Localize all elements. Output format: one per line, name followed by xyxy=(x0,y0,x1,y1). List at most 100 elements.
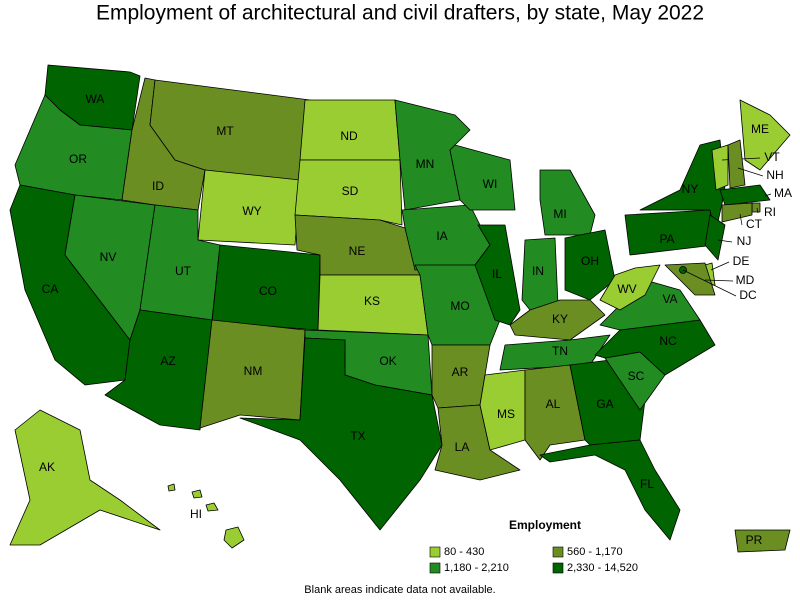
state-label: NM xyxy=(244,364,263,378)
state-label: OR xyxy=(69,152,87,166)
leader-line xyxy=(704,279,734,282)
state-label: KS xyxy=(364,294,380,308)
state-shape xyxy=(721,202,753,223)
state-shape xyxy=(599,264,661,311)
state-shape xyxy=(739,99,791,171)
legend-label: 2,330 - 14,520 xyxy=(567,562,638,574)
state-label: ND xyxy=(340,129,358,143)
state-label: CA xyxy=(42,282,59,296)
state-shape xyxy=(727,139,746,189)
state-label: SC xyxy=(628,369,645,383)
legend-swatch xyxy=(552,546,564,558)
map-title: Employment of architectural and civil dr… xyxy=(96,2,704,25)
leader-line xyxy=(739,213,743,226)
state-shape xyxy=(239,337,443,531)
state-label: SD xyxy=(342,184,359,198)
state-label: VT xyxy=(764,150,780,164)
state-label: MN xyxy=(416,157,435,171)
state-label: DC xyxy=(739,288,757,302)
state-shape xyxy=(734,529,791,553)
state-shape xyxy=(539,169,596,236)
state-label: MT xyxy=(216,124,234,138)
state-shape xyxy=(205,502,219,512)
state-shape xyxy=(449,144,516,211)
state-shape xyxy=(197,169,301,246)
state-label: NY xyxy=(682,182,699,196)
leader-line xyxy=(756,207,759,214)
state-shape xyxy=(474,224,521,326)
state-shape xyxy=(191,489,203,499)
state-label: GA xyxy=(596,397,613,411)
legend: 80 - 430 560 - 1,170 1,180 - 2,210 2,330 - … xyxy=(429,546,638,574)
state-label: TN xyxy=(552,344,568,358)
state-shape xyxy=(167,483,176,492)
state-label: NE xyxy=(349,244,366,258)
legend-swatch xyxy=(429,546,441,558)
state-label: AL xyxy=(546,397,561,411)
legend-label: 560 - 1,170 xyxy=(567,546,623,558)
state-label: OH xyxy=(581,254,599,268)
state-label: IA xyxy=(436,229,447,243)
state-label: WA xyxy=(86,92,105,106)
state-label: NV xyxy=(100,250,117,264)
state-shape xyxy=(664,262,716,296)
state-label: AZ xyxy=(160,354,175,368)
state-label: CT xyxy=(746,217,763,231)
legend-swatch xyxy=(429,562,441,574)
state-label: KY xyxy=(552,312,568,326)
state-label: FL xyxy=(640,477,654,491)
leader-line xyxy=(737,167,764,177)
state-shape xyxy=(564,229,616,301)
legend-title: Employment xyxy=(509,518,581,532)
state-shape xyxy=(223,526,245,549)
legend-label: 1,180 - 2,210 xyxy=(444,562,509,574)
state-label: WY xyxy=(242,204,261,218)
state-label: NH xyxy=(766,168,783,182)
leader-line xyxy=(710,261,730,271)
state-label: MI xyxy=(553,207,566,221)
state-label: PR xyxy=(746,533,763,547)
footnote: Blank areas indicate data not available. xyxy=(304,584,495,596)
state-label: UT xyxy=(175,264,192,278)
state-shape xyxy=(719,184,771,206)
state-shape xyxy=(9,409,161,546)
state-label: NJ xyxy=(737,234,752,248)
state-label: MD xyxy=(736,273,755,287)
states: WA OR CA NV ID MT WY UT CO AZ NM ND SD NE KS OK TX MN IA MO… xyxy=(9,64,792,553)
state-label: AK xyxy=(39,460,55,474)
state-label: TX xyxy=(350,429,365,443)
state-shape xyxy=(294,159,403,226)
state-label: WV xyxy=(617,282,636,296)
state-label: ID xyxy=(152,179,164,193)
state-label: AR xyxy=(452,365,469,379)
leader-line xyxy=(682,269,737,297)
state-label: DE xyxy=(733,254,750,268)
state-shape xyxy=(479,369,526,451)
state-label: HI xyxy=(190,507,202,521)
state-shape xyxy=(711,144,729,191)
state-shape xyxy=(509,299,606,341)
state-label: CO xyxy=(259,284,277,298)
state-label: MA xyxy=(774,186,792,200)
state-label: MS xyxy=(497,407,515,421)
state-shape xyxy=(539,439,681,541)
state-shape xyxy=(704,214,726,261)
state-label: LA xyxy=(455,440,470,454)
state-label: NC xyxy=(659,334,677,348)
state-label: IN xyxy=(532,264,544,278)
state-label: MO xyxy=(450,299,469,313)
legend-swatch xyxy=(552,562,564,574)
leader-line xyxy=(717,239,733,243)
state-label: IL xyxy=(492,267,502,281)
state-label: ME xyxy=(751,122,769,136)
leader-line xyxy=(764,193,772,197)
legend-label: 80 - 430 xyxy=(444,546,484,558)
state-label: WI xyxy=(483,177,498,191)
state-label: VA xyxy=(662,292,677,306)
state-shape xyxy=(751,202,761,213)
state-label: PA xyxy=(659,232,674,246)
state-label: RI xyxy=(764,205,776,219)
state-label: OK xyxy=(379,354,396,368)
state-shape xyxy=(199,319,306,429)
